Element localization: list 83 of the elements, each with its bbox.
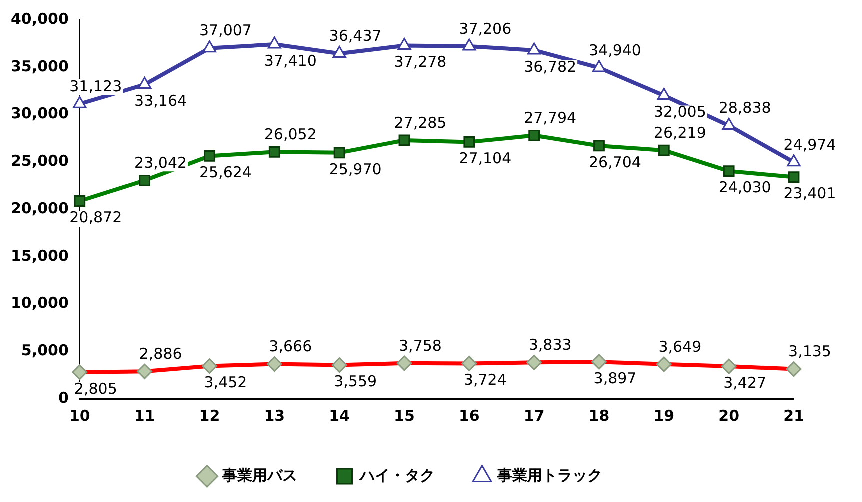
legend-label: 事業用バス	[221, 466, 298, 484]
point	[462, 38, 476, 51]
data-label: 32,005	[654, 103, 706, 122]
point	[334, 147, 346, 159]
legend-label: 事業用トラック	[496, 466, 602, 484]
data-label: 37,206	[459, 20, 512, 38]
point	[658, 144, 670, 156]
y-tick-label: 20,000	[10, 199, 69, 218]
data-label: 23,401	[784, 184, 836, 203]
point	[202, 40, 217, 53]
data-label: 3,135	[788, 342, 832, 361]
data-label: 3,758	[399, 336, 442, 355]
point	[657, 88, 671, 100]
x-tick-label: 15	[394, 406, 415, 425]
legend-label: ハイ・タク	[358, 466, 435, 484]
x-tick-label: 10	[69, 406, 90, 425]
data-label: 28,838	[718, 99, 772, 118]
y-tick-label: 0	[58, 388, 69, 407]
data-label: 26,704	[588, 153, 642, 172]
y-tick-label: 40,000	[10, 10, 69, 28]
point	[398, 38, 412, 50]
data-label: 3,833	[528, 336, 572, 354]
x-tick-label: 13	[264, 406, 286, 425]
data-label: 33,164	[134, 92, 188, 110]
data-label: 3,452	[204, 374, 248, 392]
data-label: 24,030	[718, 178, 772, 197]
point	[332, 46, 346, 58]
x-tick-label: 17	[524, 406, 545, 425]
point	[138, 77, 152, 90]
data-label: 3,666	[269, 338, 312, 356]
data-label: 23,042	[134, 154, 188, 172]
data-label: 25,970	[329, 160, 382, 178]
data-label: 3,649	[658, 338, 702, 356]
data-label: 26,052	[264, 126, 317, 144]
x-tick-label: 14	[329, 406, 350, 425]
point	[204, 150, 216, 162]
x-tick-label: 19	[654, 406, 675, 425]
x-tick-label: 12	[199, 406, 220, 425]
data-label: 27,104	[459, 150, 512, 168]
x-tick-label: 11	[134, 406, 156, 425]
data-label: 24,974	[784, 136, 836, 154]
point	[722, 118, 736, 130]
data-label: 37,007	[199, 22, 252, 40]
data-label: 31,123	[70, 78, 122, 96]
data-label: 3,427	[724, 374, 767, 392]
data-label: 37,410	[264, 52, 317, 70]
y-tick-label: 30,000	[10, 104, 69, 123]
data-label: 3,724	[464, 371, 507, 390]
data-label: 34,940	[588, 41, 642, 60]
data-label: 26,219	[654, 124, 706, 142]
point	[398, 134, 410, 146]
point	[788, 172, 800, 183]
point	[464, 136, 476, 148]
y-tick-label: 5,000	[21, 342, 69, 360]
data-label: 3,559	[334, 372, 378, 391]
point	[139, 174, 151, 186]
y-tick-label: 25,000	[10, 152, 69, 170]
data-label: 36,437	[329, 27, 382, 46]
data-label: 27,794	[524, 109, 577, 128]
data-label: 27,285	[394, 114, 447, 132]
data-label: 20,872	[70, 208, 122, 227]
point	[528, 130, 540, 142]
point	[528, 42, 542, 55]
x-tick-label: 18	[588, 406, 610, 425]
x-tick-label: 16	[458, 406, 480, 425]
point	[268, 146, 280, 158]
point	[592, 60, 606, 72]
y-tick-label: 15,000	[10, 246, 69, 265]
x-tick-label: 21	[784, 406, 804, 425]
y-tick-label: 10,000	[10, 294, 69, 312]
x-tick-label: 20	[718, 406, 740, 425]
y-tick-label: 35,000	[10, 57, 69, 76]
data-label: 3,897	[594, 369, 637, 388]
data-label: 36,782	[524, 58, 577, 76]
point	[787, 154, 801, 167]
data-label: 25,624	[199, 164, 252, 182]
point	[594, 140, 605, 152]
data-label: 37,278	[394, 53, 447, 72]
point	[723, 166, 735, 178]
data-label: 2,886	[139, 345, 182, 364]
data-label: 2,805	[74, 380, 118, 398]
point	[74, 196, 86, 207]
point	[268, 36, 282, 49]
